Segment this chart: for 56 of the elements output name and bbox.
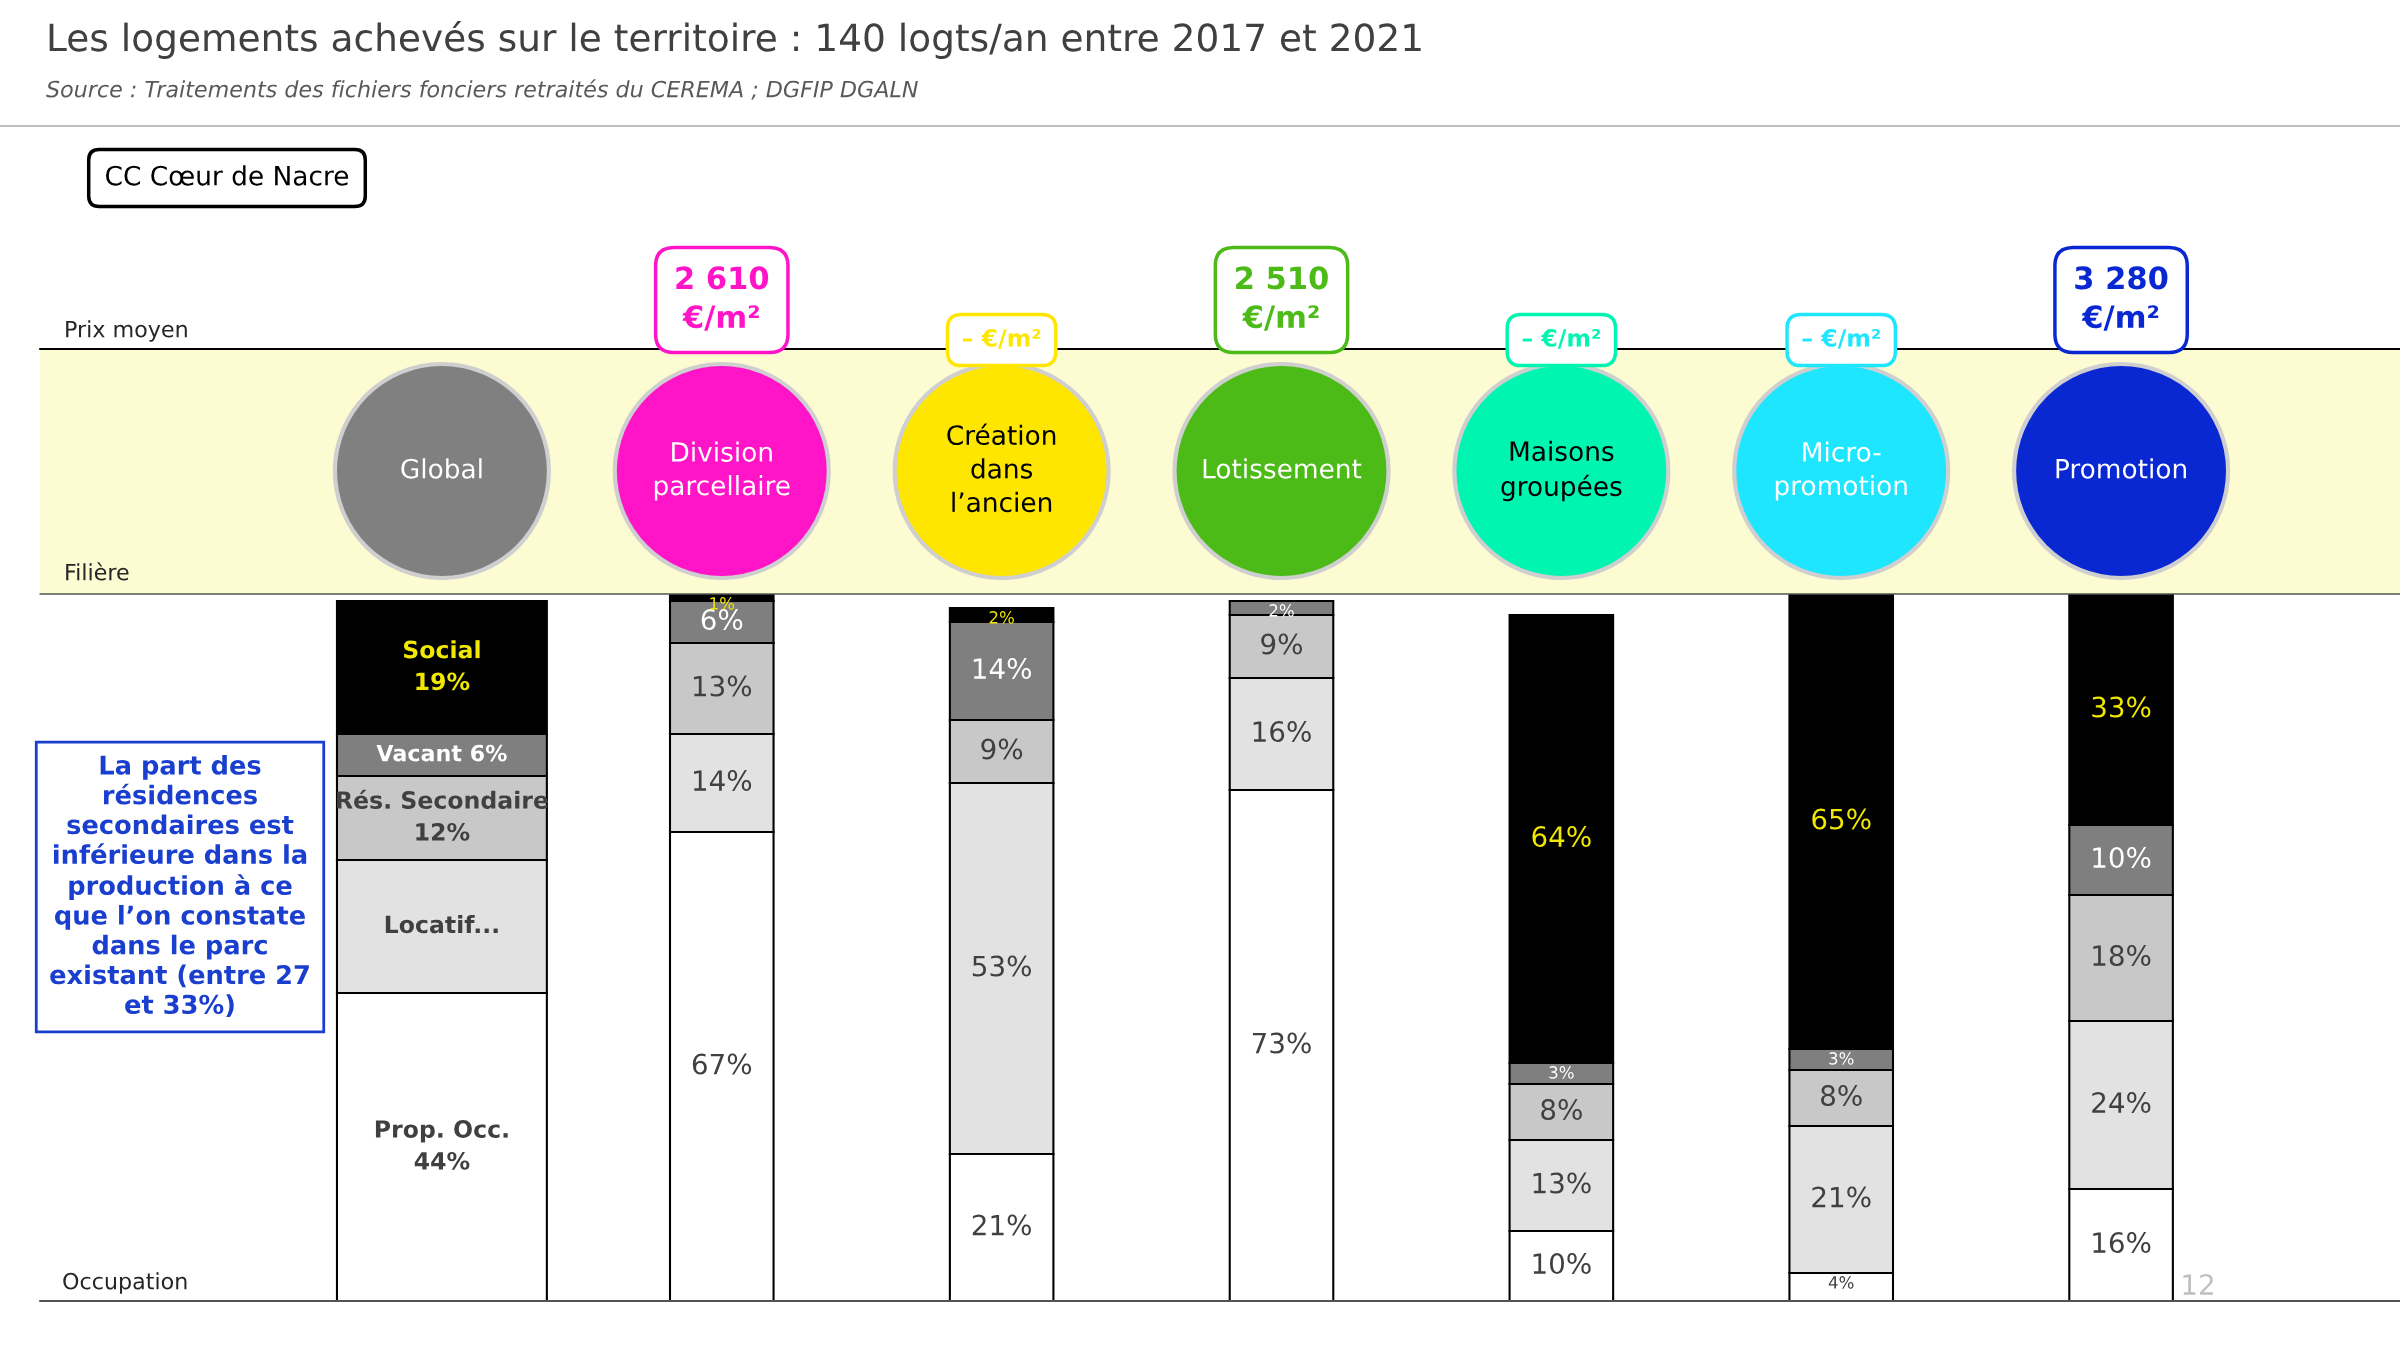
series-label: Social — [403, 640, 480, 659]
source-note: Source : Traitements des fichiers fonciers retraités du CEREMA ; DGFIP DGALN — [46, 79, 918, 100]
data-label: 19% — [416, 672, 470, 691]
x-tick-label: Division parcellaire — [654, 441, 790, 501]
text: Prix moyen — [66, 320, 187, 342]
text: Occupation — [63, 1272, 187, 1294]
data-label: 73% — [1252, 1032, 1311, 1054]
data-label: 33% — [2092, 696, 2151, 718]
annotation: 12 — [2183, 1274, 2213, 1295]
data-label: 16% — [2093, 1232, 2151, 1254]
series-label: Prop. Occ. — [375, 1120, 508, 1143]
data-label: 16% — [1253, 721, 1311, 743]
text: – €/m² — [1522, 328, 1601, 349]
text: 2 610 €/m² — [676, 266, 769, 331]
data-label: 3% — [1549, 1066, 1574, 1079]
data-label: 18% — [2093, 945, 2151, 967]
data-label: 10% — [2093, 847, 2151, 869]
data-label: 4% — [1828, 1276, 1854, 1289]
text: Filière — [66, 562, 129, 581]
text: La part des résidences secondaires est inférieure dans la production à ce que l’on constate dans le parc existant (entre 27 et 33%) — [50, 754, 309, 1018]
x-tick-label: Lotissement — [1203, 458, 1362, 479]
x-tick-label: Promotion — [2056, 458, 2186, 479]
text: – €/m² — [1802, 328, 1880, 349]
text: Vacant 6% — [376, 744, 507, 762]
series-label: Locatif... — [385, 915, 498, 934]
data-label: 8% — [1821, 1085, 1862, 1107]
data-label: 53% — [972, 955, 1031, 977]
data-label: 44% — [414, 1151, 470, 1170]
text: 3 280 €/m² — [2075, 266, 2168, 331]
text: CC Cœur de Nacre — [106, 165, 349, 186]
data-label: 2% — [1269, 604, 1294, 617]
data-label: 9% — [1261, 633, 1302, 655]
data-label: 9% — [981, 738, 1023, 760]
text: 2 510 €/m² — [1236, 266, 1328, 331]
data-label: 3% — [1829, 1052, 1854, 1065]
x-tick-label: Global — [401, 458, 482, 479]
data-label: 14% — [973, 658, 1031, 680]
data-label: 10% — [1533, 1253, 1591, 1275]
data-label: 6% — [701, 609, 743, 631]
data-label: 21% — [1812, 1186, 1871, 1208]
data-label: 21% — [972, 1214, 1031, 1236]
data-label: 2% — [989, 611, 1014, 624]
chart-title: Les logements achevés sur le territoire : 140 logts/an entre 2017 et 2021 — [49, 21, 1421, 59]
data-label: 14% — [693, 770, 752, 792]
data-label: 65% — [1812, 808, 1871, 830]
data-label: 12% — [416, 822, 470, 841]
data-label: 64% — [1532, 826, 1591, 848]
data-label: 13% — [693, 675, 752, 697]
text: – €/m² — [962, 328, 1041, 349]
x-tick-label: Création dans l’ancien — [947, 423, 1056, 513]
x-tick-label: Maisons groupées — [1501, 440, 1622, 502]
data-label: 24% — [2092, 1092, 2151, 1114]
x-tick-label: Micro-promotion — [1775, 441, 1907, 501]
data-label: 67% — [692, 1053, 752, 1075]
data-label: 8% — [1541, 1099, 1582, 1121]
data-label: 13% — [1533, 1172, 1591, 1194]
